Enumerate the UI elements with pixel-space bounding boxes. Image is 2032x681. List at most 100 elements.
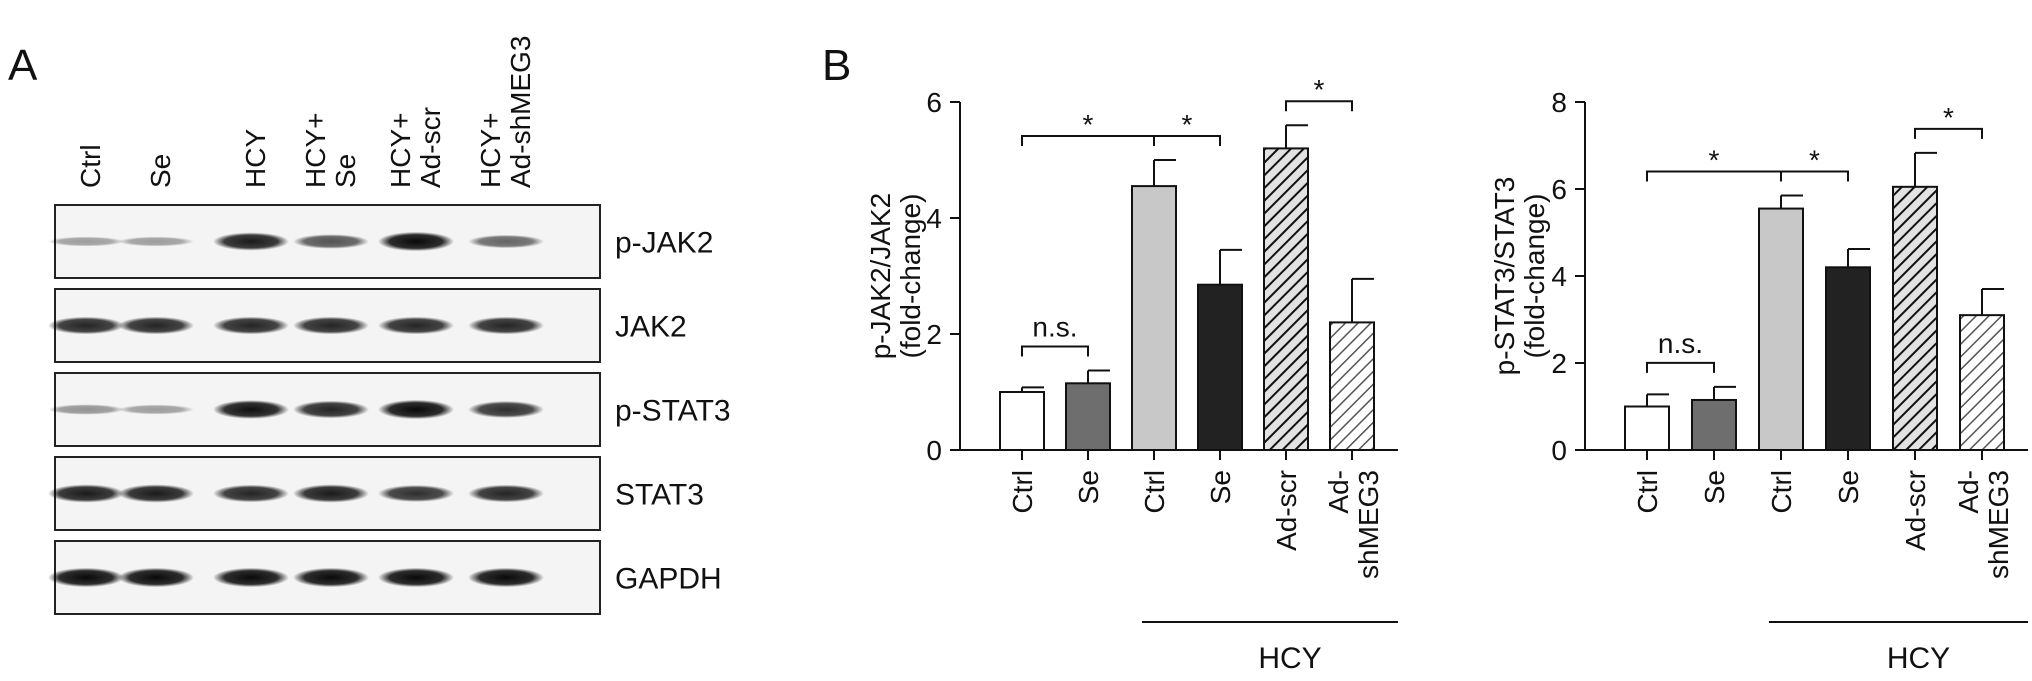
y-axis-label: p-STAT3/STAT3(fold-change) <box>1489 177 1550 376</box>
lane-label-text: HCY+Ad-scr <box>385 107 446 188</box>
blot-band <box>468 316 544 335</box>
bar <box>1329 321 1375 451</box>
blot-band <box>293 316 369 335</box>
group-label: HCY <box>1258 642 1321 675</box>
blot-band <box>293 484 369 503</box>
bracket-line <box>1914 127 1983 139</box>
category-label: Ad-scr <box>1900 470 1931 551</box>
blot-label: JAK2 <box>615 311 687 344</box>
y-tick-label: 2 <box>926 319 942 350</box>
bracket-line <box>1646 361 1715 373</box>
y-axis-label: p-JAK2/JAK2(fold-change) <box>865 193 926 360</box>
chart-p-jak2: 0 2 4 6 p-JAK2/JAK2(fold-change) Ctrl Se Ctrl Se… <box>865 74 1398 675</box>
blot-band <box>48 236 124 247</box>
blot-label: STAT3 <box>615 479 704 512</box>
blot-band <box>118 404 194 415</box>
category-label-text: Ad-shMEG3 <box>1323 470 1384 579</box>
lane-label: HCY+Se <box>300 113 361 188</box>
y-tick-label: 6 <box>1551 174 1567 205</box>
y-tick-label: 6 <box>926 87 942 118</box>
lane-label-text: Ctrl <box>75 144 106 188</box>
bar <box>1624 405 1670 451</box>
blot-band <box>48 404 124 415</box>
category-label-text: Se <box>1833 470 1864 504</box>
bar <box>1691 398 1737 452</box>
lane-label-text: Se <box>145 154 176 188</box>
bar <box>1131 185 1177 451</box>
category-label: Ctrl <box>1632 470 1663 514</box>
group-label: HCY <box>1887 642 1950 675</box>
category-label: Se <box>1073 470 1104 504</box>
bar <box>999 391 1045 451</box>
blot-band <box>378 316 454 335</box>
bracket-text: * <box>1709 145 1720 176</box>
category-label: Ad-shMEG3 <box>1953 470 2014 579</box>
lane-label: HCY+Ad-shMEG3 <box>475 36 536 189</box>
bar <box>1263 147 1309 451</box>
bracket-line <box>1285 100 1353 112</box>
bracket-line <box>1153 135 1221 146</box>
category-label-text: Ctrl <box>1766 470 1797 514</box>
blot-row: STAT3 <box>48 456 704 531</box>
significance-bracket: n.s. <box>1021 312 1089 357</box>
category-label-text: Ctrl <box>1139 470 1170 514</box>
lane-label: HCY+Ad-scr <box>385 107 446 188</box>
bracket-text: * <box>1182 109 1193 140</box>
category-label-text: Se <box>1205 470 1236 504</box>
blot-band <box>378 399 454 420</box>
category-label-text: Ad-scr <box>1271 470 1302 551</box>
bar <box>1825 266 1871 451</box>
bracket-text: * <box>1083 109 1094 140</box>
blot-band <box>468 234 544 249</box>
bracket-text: * <box>1314 74 1325 105</box>
category-label: Ctrl <box>1007 470 1038 514</box>
blot-band <box>118 316 194 335</box>
western-blots: p-JAK2 JAK2 p-STAT3 STAT3 GAPDH <box>48 204 731 615</box>
blot-band <box>378 231 454 252</box>
bracket-line <box>1021 345 1089 357</box>
panel-b-label: B <box>822 41 851 90</box>
lane-label-text: HCY+Ad-shMEG3 <box>475 36 536 189</box>
blot-band <box>213 232 289 251</box>
category-label: Ad-scr <box>1271 470 1302 551</box>
lane-label-text: HCY <box>240 129 271 188</box>
bracket-line <box>1780 170 1849 182</box>
blot-row: p-JAK2 <box>48 204 713 279</box>
blot-band <box>293 567 369 588</box>
y-tick-label: 8 <box>1551 87 1567 118</box>
blot-band <box>293 234 369 249</box>
blot-band <box>213 316 289 335</box>
category-label: Ctrl <box>1139 470 1170 514</box>
lane-label-text: HCY+Se <box>300 113 361 188</box>
y-axis-label-text: p-JAK2/JAK2(fold-change) <box>865 193 926 360</box>
significance-bracket: * <box>1021 109 1155 146</box>
lane-labels: Ctrl Se HCY HCY+Se HCY+Ad-scr HCY+Ad-shMEG3 <box>75 36 536 189</box>
blot-band <box>48 567 124 588</box>
category-label: Ad-shMEG3 <box>1323 470 1384 579</box>
category-label-text: Se <box>1699 470 1730 504</box>
y-tick-label: 0 <box>926 435 942 466</box>
chart-p-stat3: 0 2 4 6 8 p-STAT3/STAT3(fold-change) Ctrl Se Ctr… <box>1489 87 2028 675</box>
category-label: Se <box>1833 470 1864 504</box>
blot-row: p-STAT3 <box>48 372 731 447</box>
blot-band <box>378 567 454 588</box>
blot-band <box>468 484 544 503</box>
y-tick-label: 0 <box>1551 435 1567 466</box>
blot-band <box>468 567 544 588</box>
significance-bracket: * <box>1780 145 1849 182</box>
significance-bracket: * <box>1914 102 1983 139</box>
blot-band <box>213 484 289 503</box>
significance-bracket: * <box>1153 109 1221 146</box>
bracket-text: n.s. <box>1032 312 1077 343</box>
blot-row: GAPDH <box>48 540 722 615</box>
blot-band <box>213 567 289 588</box>
category-label-text: Ctrl <box>1007 470 1038 514</box>
bar <box>1959 314 2005 451</box>
blot-band <box>48 316 124 335</box>
blot-label: GAPDH <box>615 563 722 596</box>
category-label-text: Ad-shMEG3 <box>1953 470 2014 579</box>
significance-bracket: * <box>1285 74 1353 112</box>
y-axis-label-text: p-STAT3/STAT3(fold-change) <box>1489 177 1550 376</box>
blot-band <box>213 400 289 419</box>
